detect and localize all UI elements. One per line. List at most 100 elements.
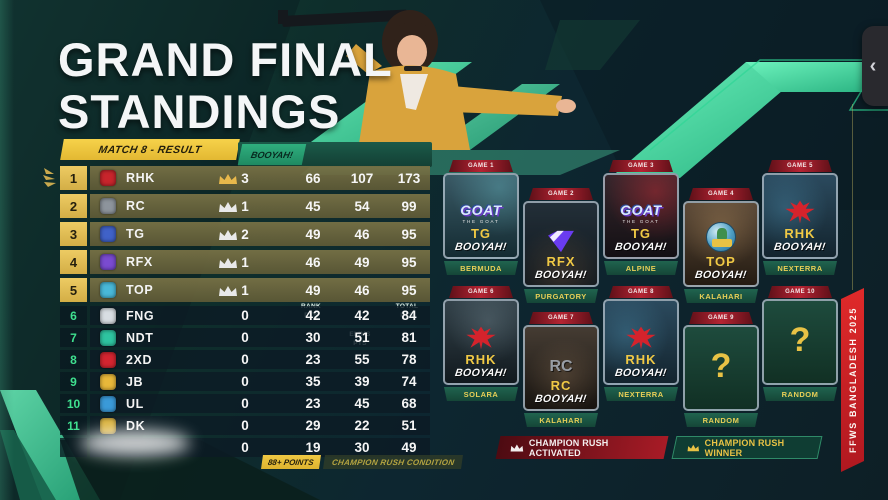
booyah-count: 1 (241, 254, 249, 270)
rank-pts: 23 (305, 396, 321, 411)
elims-pts: 46 (354, 282, 370, 298)
game-card: GAME 9? RANDOM (683, 312, 759, 427)
elims-pts: 22 (354, 418, 370, 433)
game-card: GAME 4 TOP BOOYAH! KALAHARI (683, 188, 759, 303)
card-map-name: BERMUDA (444, 261, 518, 275)
booyah-count: 0 (241, 330, 249, 345)
team-logo-icon (100, 254, 116, 270)
row-strip: FNG 0 42 42 84 (90, 306, 430, 325)
page-title: GRAND FINAL STANDINGS (58, 34, 393, 138)
game-card: GAME 8 RHK BOOYAH! NEXTERRA (603, 286, 679, 401)
row-strip: JB 0 35 39 74 (90, 372, 430, 391)
rank-cell: 11 (60, 416, 87, 435)
game-card: GAME 6 RHK BOOYAH! SOLARA (443, 286, 519, 401)
team-name: RFX (126, 255, 153, 269)
crown-icon (218, 200, 238, 212)
event-ribbon: FFWS BANGLADESH 2025 (841, 288, 864, 472)
game-card: GAME 5 RHK BOOYAH! NEXTERRA (762, 160, 838, 275)
game-card: GAME 1 GOAT THE GOAT TG BOOYAH! BERMUDA (443, 160, 519, 275)
rank-pts: 49 (305, 226, 321, 242)
total-pts: 74 (401, 374, 417, 389)
elims-pts: 51 (354, 330, 370, 345)
booyah-count: 0 (241, 352, 249, 367)
card-team-name: RHK (465, 352, 497, 367)
total-pts: 173 (397, 170, 421, 186)
team-logo-icon (100, 417, 116, 434)
match-result-badge: MATCH 8 - RESULT (60, 139, 240, 160)
rc-team-logo-icon: RC (549, 358, 573, 375)
rhk-team-logo-icon (785, 200, 815, 224)
total-pts: 51 (401, 418, 417, 433)
gold-crown-icon (687, 444, 700, 451)
game-number-banner: GAME 3 (609, 160, 673, 172)
total-pts: 84 (401, 308, 417, 323)
goat-team-logo-icon: GOAT THE GOAT (460, 202, 502, 224)
total-pts: 81 (401, 330, 417, 345)
team-name: FNG (126, 308, 155, 323)
card-team-name: RFX (546, 254, 576, 269)
booyah-count: 3 (241, 170, 249, 186)
team-logo-icon (100, 329, 116, 346)
elims-pts: 45 (354, 396, 370, 411)
card-map-name: SOLARA (444, 387, 518, 401)
card-team-name: RHK (625, 352, 657, 367)
legend-champion-rush-winner: CHAMPION RUSH WINNER (671, 436, 823, 459)
total-pts: 95 (401, 254, 417, 270)
total-pts: 78 (401, 352, 417, 367)
rhk-team-logo-icon (626, 326, 656, 350)
card-team-name: TOP (706, 254, 736, 269)
rank-pts: 66 (305, 170, 321, 186)
card-booyah-text: BOOYAH! (773, 241, 827, 253)
card-booyah-text: BOOYAH! (454, 241, 508, 253)
row-strip: DK 0 29 22 51 (90, 416, 430, 435)
total-pts: 68 (401, 396, 417, 411)
legend-champion-rush-activated: CHAMPION RUSH ACTIVATED (495, 436, 669, 459)
card-map-name: ALPINE (604, 261, 678, 275)
game-number-banner: GAME 5 (768, 160, 832, 172)
card-body: RHK BOOYAH! (603, 299, 679, 385)
top-team-logo-icon (706, 222, 736, 252)
rank-cell: 6 (60, 306, 87, 325)
rank-pts: 45 (305, 198, 321, 214)
card-map-name: NEXTERRA (604, 387, 678, 401)
card-map-name: KALAHARI (524, 413, 598, 427)
collapse-panel-button[interactable]: ‹ (862, 26, 888, 106)
card-booyah-text: BOOYAH! (614, 241, 668, 253)
rank-pts: 30 (305, 330, 321, 345)
team-name: DK (126, 418, 146, 433)
game-card: GAME 3 GOAT THE GOAT TG BOOYAH! ALPINE (603, 160, 679, 275)
total-pts: 99 (401, 198, 417, 214)
game-number-banner: GAME 7 (529, 312, 593, 324)
chevron-left-icon: ‹ (869, 55, 877, 77)
rank-pts: 49 (305, 282, 321, 298)
crown-icon (218, 256, 238, 268)
left-edge-glow (0, 0, 14, 500)
elims-pts: 46 (354, 226, 370, 242)
elims-pts: 49 (354, 254, 370, 270)
card-body: GOAT THE GOAT TG BOOYAH! (603, 173, 679, 259)
rank-cell: 5 (60, 278, 87, 302)
booyah-count: 2 (241, 226, 249, 242)
game-number-banner: GAME 8 (609, 286, 673, 298)
blur-smudge (80, 430, 190, 456)
card-body: RHK BOOYAH! (443, 299, 519, 385)
card-body: RC RC BOOYAH! (523, 325, 599, 411)
card-team-name: RHK (784, 226, 816, 241)
booyah-count: 1 (241, 198, 249, 214)
team-logo-icon (100, 226, 116, 242)
team-logo-icon (100, 170, 116, 186)
row-strip: RFX 1 46 49 95 (90, 250, 430, 274)
team-name: JB (126, 374, 144, 389)
booyah-count: 0 (241, 374, 249, 389)
game-number-banner: GAME 1 (449, 160, 513, 172)
row-strip: TG 2 49 46 95 (90, 222, 430, 246)
card-body: RHK BOOYAH! (762, 173, 838, 259)
row-strip: TOP 1 49 46 95 (90, 278, 430, 302)
game-number-banner: GAME 6 (449, 286, 513, 298)
team-name: TOP (126, 283, 154, 297)
elims-pts: 55 (354, 352, 370, 367)
rank-cell: 7 (60, 328, 87, 347)
game-number-banner: GAME 2 (529, 188, 593, 200)
row-strip: NDT 0 30 51 81 (90, 328, 430, 347)
card-team-name: RC (550, 378, 572, 393)
